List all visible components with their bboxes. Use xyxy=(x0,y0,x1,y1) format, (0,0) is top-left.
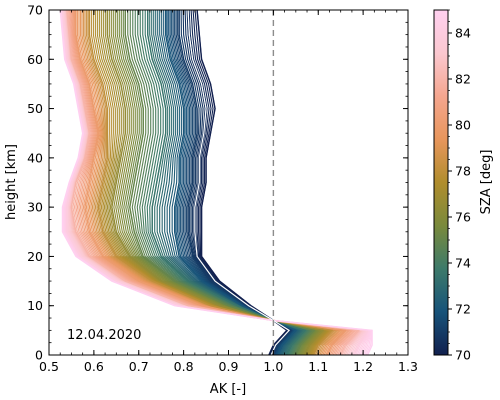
colorbar-tick-label: 72 xyxy=(455,302,471,317)
y-tick-label: 50 xyxy=(27,101,43,116)
x-tick-label: 0.7 xyxy=(129,359,149,374)
y-tick-label: 20 xyxy=(27,249,43,264)
colorbar-tick-label: 70 xyxy=(455,348,471,363)
series-line-sza-73.5 xyxy=(147,10,307,355)
y-tick-label: 0 xyxy=(35,348,43,363)
x-tick-label: 0.5 xyxy=(39,359,59,374)
y-tick-label: 40 xyxy=(27,150,43,165)
y-axis: 0 10 20 30 40 50 60 70 xyxy=(27,3,408,363)
series-group xyxy=(59,10,373,355)
x-tick-label: 1.2 xyxy=(353,359,373,374)
y-tick-label: 10 xyxy=(27,298,43,313)
x-axis-label: AK [-] xyxy=(210,382,246,397)
y-tick-label: 30 xyxy=(27,200,43,215)
series-line-sza-85 xyxy=(59,10,373,355)
y-tick-label: 70 xyxy=(27,3,43,18)
x-tick-label: 1.3 xyxy=(398,359,418,374)
y-axis-label: height [km] xyxy=(4,144,19,220)
series-line-sza-72 xyxy=(164,10,297,355)
x-tick-label: 1.1 xyxy=(308,359,328,374)
gap-line xyxy=(187,10,291,355)
colorbar-tick-label: 74 xyxy=(455,256,471,271)
y-tick-label: 60 xyxy=(27,52,43,67)
date-annotation: 12.04.2020 xyxy=(67,328,141,343)
x-tick-label: 1.0 xyxy=(263,359,283,374)
colorbar-tick-label: 76 xyxy=(455,210,471,225)
colorbar xyxy=(433,9,449,356)
colorbar-axis: 70 72 74 76 78 80 82 84 xyxy=(448,9,471,363)
x-tick-label: 0.6 xyxy=(84,359,104,374)
colorbar-tick-label: 80 xyxy=(455,118,471,133)
x-tick-label: 0.8 xyxy=(174,359,194,374)
colorbar-tick-label: 82 xyxy=(455,72,471,87)
colorbar-tick-label: 84 xyxy=(455,26,471,41)
colorbar-label: SZA [deg] xyxy=(479,150,494,215)
x-tick-label: 0.9 xyxy=(219,359,239,374)
colorbar-tick-label: 78 xyxy=(455,164,471,179)
